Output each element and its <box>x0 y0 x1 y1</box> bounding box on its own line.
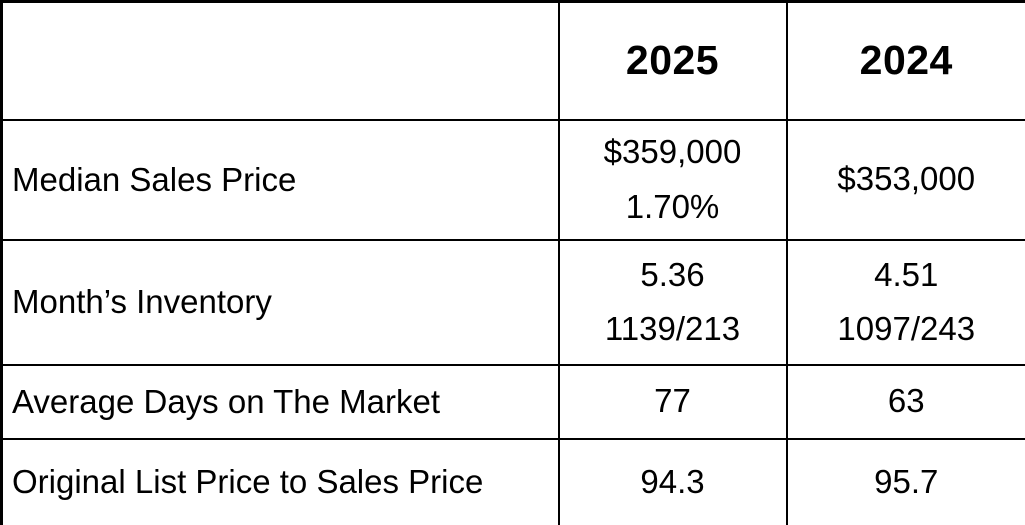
row-label-average-days-on-market: Average Days on The Market <box>0 363 560 440</box>
row-label-list-price-to-sales-price: Original List Price to Sales Price <box>0 437 560 525</box>
table-row-median-sales-price: Median Sales Price $359,000 1.70% $353,0… <box>0 118 1025 241</box>
table-row-months-inventory: Month’s Inventory 5.36 1139/213 4.51 109… <box>0 238 1025 366</box>
header-year-2024: 2024 <box>785 0 1025 121</box>
value-2024-list-price-to-sales-price: 95.7 <box>785 437 1025 525</box>
table-row-average-days-on-market: Average Days on The Market 77 63 <box>0 363 1025 440</box>
row-label-median-sales-price: Median Sales Price <box>0 118 560 241</box>
value-2024-average-days-on-market: 63 <box>785 363 1025 440</box>
value-2024-months-inventory: 4.51 1097/243 <box>785 238 1025 366</box>
value-2024-median-sales-price: $353,000 <box>785 118 1025 241</box>
row-label-months-inventory: Month’s Inventory <box>0 238 560 366</box>
value-2025-median-sales-price: $359,000 1.70% <box>557 118 788 241</box>
header-row: 2025 2024 <box>0 0 1025 121</box>
header-blank-cell <box>0 0 560 121</box>
table-row-list-price-to-sales-price: Original List Price to Sales Price 94.3 … <box>0 437 1025 525</box>
header-year-2025: 2025 <box>557 0 788 121</box>
value-2025-months-inventory: 5.36 1139/213 <box>557 238 788 366</box>
value-2025-average-days-on-market: 77 <box>557 363 788 440</box>
value-2025-list-price-to-sales-price: 94.3 <box>557 437 788 525</box>
